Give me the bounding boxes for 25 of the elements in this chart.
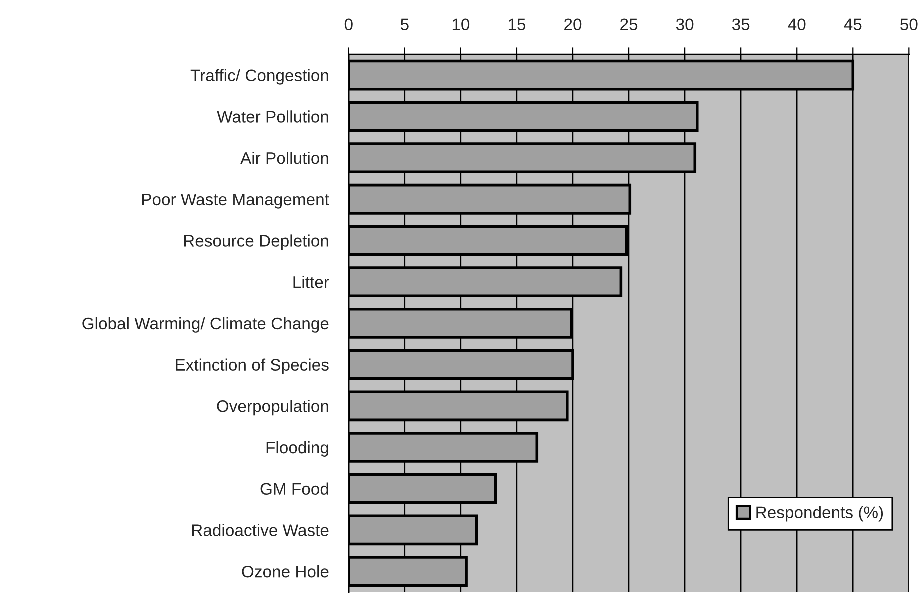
y-tick-label: Litter	[294, 276, 330, 288]
y-tick-label: Overpopulation	[217, 400, 328, 416]
y-tick-label: Traffic/ Congestion	[190, 69, 328, 85]
legend-label: Respondents (%)	[756, 506, 884, 522]
x-tick-label: 25	[620, 18, 638, 31]
y-tick-label: Air Pollution	[240, 152, 328, 164]
x-tick-label: 45	[844, 18, 862, 31]
x-tick-label: 30	[676, 18, 694, 31]
y-tick-label: Global Warming/ Climate Change	[82, 317, 329, 333]
y-tick-label: Flooding	[266, 441, 328, 457]
x-tick-label: 15	[508, 18, 526, 31]
y-tick-label: Extinction of Species	[176, 358, 329, 374]
x-tick-label: 40	[788, 18, 806, 31]
y-tick-label: Resource Depletion	[184, 234, 328, 250]
y-tick-label: GM Food	[260, 482, 328, 496]
x-tick-label: 50	[900, 18, 918, 31]
y-tick-label: Poor Waste Management	[142, 194, 330, 209]
y-tick-label: Radioactive Waste	[192, 524, 329, 536]
x-tick-label: 5	[400, 18, 409, 31]
x-tick-label: 35	[732, 18, 750, 31]
x-tick-label: 10	[452, 18, 470, 31]
x-tick-label: 0	[344, 18, 353, 31]
y-tick-label: Water Pollution	[217, 110, 328, 123]
x-tick-label: 20	[564, 18, 582, 31]
y-tick-label: Ozone Hole	[242, 566, 329, 578]
